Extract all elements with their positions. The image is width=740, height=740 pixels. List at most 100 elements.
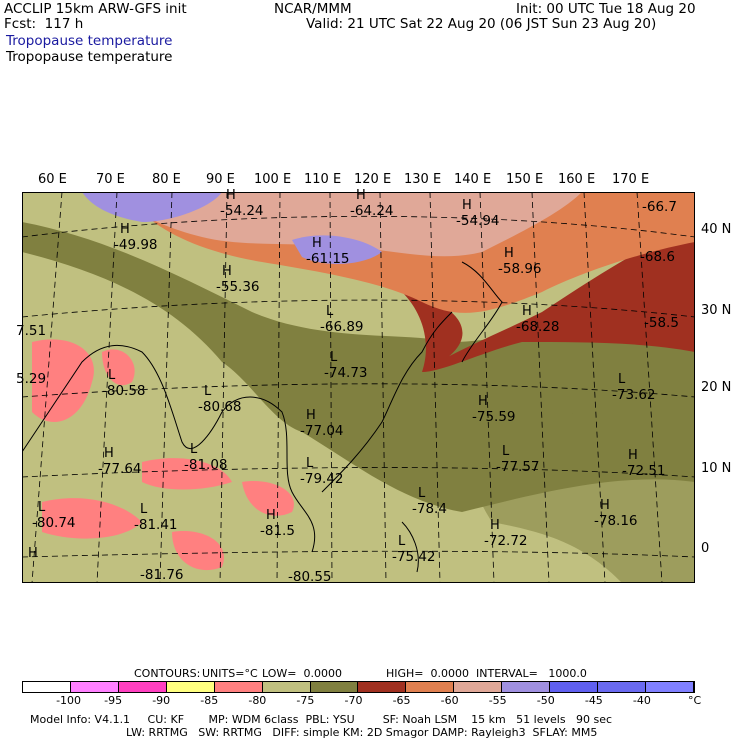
temperature-value-label: -68.6 bbox=[640, 249, 675, 265]
legend-unit: °C bbox=[688, 694, 702, 707]
low-marker: L bbox=[330, 350, 338, 365]
low-marker: L bbox=[306, 456, 314, 471]
temperature-value-label: -58.5 bbox=[644, 315, 679, 331]
temperature-value-label: -75.59 bbox=[472, 409, 516, 425]
temperature-value-label: -74.73 bbox=[324, 365, 368, 381]
legend-swatch bbox=[645, 682, 694, 692]
temperature-value-label: -54.24 bbox=[220, 203, 264, 219]
high-marker: H bbox=[222, 264, 232, 279]
low-marker: L bbox=[326, 304, 334, 319]
purple-patch bbox=[82, 192, 222, 222]
temperature-value-label: -54.94 bbox=[456, 213, 500, 229]
lon-label: 140 E bbox=[454, 172, 492, 187]
olive-region-china bbox=[302, 359, 442, 452]
lon-label: 130 E bbox=[404, 172, 442, 187]
legend-tick-label: -55 bbox=[488, 694, 507, 707]
high-marker: H bbox=[478, 394, 488, 409]
low-marker: L bbox=[398, 534, 406, 549]
lat-label: 20 N bbox=[701, 380, 732, 395]
temperature-value-label: -72.72 bbox=[484, 533, 528, 549]
high-marker: H bbox=[266, 508, 276, 523]
legend-swatch bbox=[310, 682, 359, 692]
temperature-value-label: -66.89 bbox=[320, 319, 364, 335]
temperature-value-label: -58.96 bbox=[498, 261, 542, 277]
legend-swatch bbox=[214, 682, 263, 692]
low-marker: L bbox=[418, 486, 426, 501]
temperature-value-label: 7.51 bbox=[16, 323, 47, 339]
lon-label: 70 E bbox=[96, 172, 125, 187]
legend-swatch bbox=[598, 682, 646, 692]
legend-tick-label: -90 bbox=[152, 694, 171, 707]
temperature-value-label: -55.36 bbox=[216, 279, 260, 295]
lat-label: 40 N bbox=[701, 222, 732, 237]
temperature-value-label: 5.29 bbox=[16, 371, 47, 387]
legend-tick-label: -65 bbox=[392, 694, 411, 707]
temperature-value-label: -72.51 bbox=[622, 463, 666, 479]
high-marker: H bbox=[306, 408, 316, 423]
salmon-patch bbox=[42, 498, 142, 539]
lat-label: 10 N bbox=[701, 461, 732, 476]
organization-label: NCAR/MMM bbox=[274, 1, 352, 17]
high-marker: H bbox=[504, 246, 514, 261]
lat-label: 30 N bbox=[701, 303, 732, 318]
low-marker: L bbox=[140, 502, 148, 517]
high-marker: H bbox=[312, 236, 322, 251]
color-legend bbox=[22, 681, 695, 693]
legend-swatch bbox=[166, 682, 215, 692]
temperature-value-label: -64.24 bbox=[350, 203, 394, 219]
high-marker: H bbox=[628, 448, 638, 463]
salmon-patch bbox=[142, 458, 232, 490]
pink-band bbox=[112, 192, 582, 257]
valid-time: Valid: 21 UTC Sat 22 Aug 20 (06 JST Sun … bbox=[306, 16, 657, 32]
init-time: Init: 00 UTC Tue 18 Aug 20 bbox=[516, 1, 696, 17]
field-name-primary: Tropopause temperature bbox=[6, 33, 173, 49]
contours-high: HIGH= 0.0000 bbox=[386, 667, 470, 680]
contours-low: LOW= 0.0000 bbox=[262, 667, 342, 680]
legend-swatch bbox=[454, 682, 503, 692]
temperature-value-label: -80.58 bbox=[102, 383, 146, 399]
temperature-value-label: -80.74 bbox=[32, 515, 76, 531]
salmon-patch bbox=[172, 531, 224, 571]
salmon-patch bbox=[32, 339, 94, 422]
temperature-value-label: -75.42 bbox=[392, 549, 436, 565]
legend-tick-label: -50 bbox=[536, 694, 555, 707]
temperature-value-label: -81.41 bbox=[134, 517, 178, 533]
model-info-line1: Model Info: V4.1.1 CU: KF MP: WDM 6class… bbox=[30, 713, 613, 726]
temperature-value-label: -77.64 bbox=[98, 461, 142, 477]
legend-swatch bbox=[118, 682, 167, 692]
lon-label: 110 E bbox=[304, 172, 342, 187]
lon-label: 60 E bbox=[38, 172, 67, 187]
low-marker: L bbox=[502, 444, 510, 459]
temperature-value-label: -80.55 bbox=[288, 569, 332, 585]
temperature-value-label: -81.08 bbox=[184, 457, 228, 473]
salmon-patch bbox=[242, 481, 294, 516]
lon-label: 100 E bbox=[254, 172, 292, 187]
temperature-value-label: -78.16 bbox=[594, 513, 638, 529]
lon-label: 80 E bbox=[152, 172, 181, 187]
high-marker: H bbox=[28, 546, 38, 561]
contours-units: UNITS=°C bbox=[202, 667, 258, 680]
legend-tick-label: -60 bbox=[440, 694, 459, 707]
grid-line bbox=[31, 192, 663, 583]
purple-patch bbox=[292, 235, 382, 264]
legend-swatch bbox=[70, 682, 119, 692]
temperature-value-label: -77.57 bbox=[496, 459, 540, 475]
salmon-patch bbox=[102, 349, 135, 386]
high-marker: H bbox=[462, 198, 472, 213]
map-frame bbox=[22, 192, 695, 583]
olive-region-pacific bbox=[462, 409, 695, 583]
legend-tick-label: -40 bbox=[632, 694, 651, 707]
low-marker: L bbox=[108, 368, 116, 383]
high-marker: H bbox=[120, 222, 130, 237]
legend-tick-label: -80 bbox=[248, 694, 267, 707]
temperature-value-label: -80.68 bbox=[198, 399, 242, 415]
model-info-line2: LW: RRTMG SW: RRTMG DIFF: simple KM: 2D … bbox=[126, 726, 598, 739]
legend-tick-label: -100 bbox=[56, 694, 82, 707]
temperature-value-label: -78.4 bbox=[412, 501, 447, 517]
low-marker: L bbox=[618, 372, 626, 387]
legend-swatch bbox=[406, 682, 455, 692]
legend-tick-label: -70 bbox=[344, 694, 363, 707]
lon-label: 120 E bbox=[354, 172, 392, 187]
temperature-value-label: -77.04 bbox=[300, 423, 344, 439]
legend-swatch bbox=[550, 682, 599, 692]
